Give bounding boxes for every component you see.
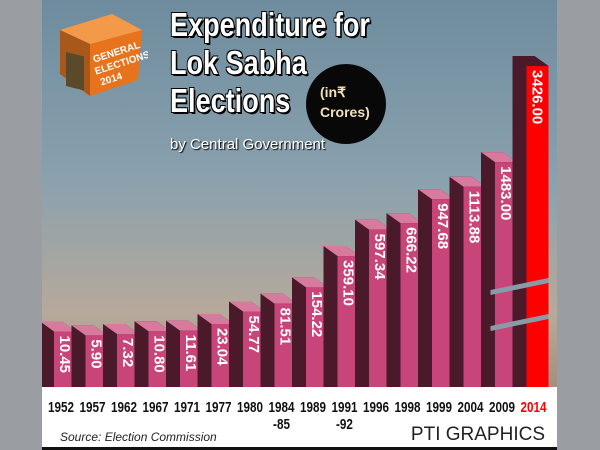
bar-group: 23.04 (197, 313, 234, 387)
unit-badge: (in₹ Crores) (306, 64, 386, 144)
bar-group: 5.90 (71, 325, 108, 387)
x-tick-label: 2014 (520, 399, 546, 416)
bar-value-label: 1483.00 (497, 166, 514, 220)
bar-top (103, 324, 139, 335)
bar-chart: 10.45 5.90 7.32 10.80 11.61 23.04 54.77 81.51 15… (42, 56, 549, 387)
bar (495, 162, 517, 387)
bar-group: 10.45 (42, 321, 76, 387)
infographic: 10.45 5.90 7.32 10.80 11.61 23.04 54.77 81.51 15… (42, 0, 557, 450)
x-tick-label: 1998 (394, 399, 420, 416)
bar-group: 154.22 (292, 277, 328, 387)
bar-top (71, 325, 108, 336)
bar-top (481, 152, 517, 163)
bar (211, 323, 234, 387)
bar (85, 335, 108, 387)
x-tick-label: 1991 (331, 399, 357, 416)
bottom-rule (42, 447, 557, 450)
bar-top (134, 321, 171, 332)
bar (117, 334, 139, 387)
bar (337, 256, 360, 387)
bar-group: 54.77 (229, 301, 265, 387)
bar-value-label: 947.68 (434, 203, 451, 249)
bar-group: 3426.00 (490, 56, 549, 387)
bar-value-label: 5.90 (88, 339, 105, 368)
bar-value-label: 81.51 (277, 308, 294, 346)
bar-top (229, 301, 265, 312)
bar-group: 1113.88 (449, 176, 486, 387)
bar-top (386, 213, 423, 224)
bar (463, 186, 486, 387)
bar-top (418, 189, 454, 200)
bar-top (166, 320, 202, 331)
bar-top (260, 293, 297, 304)
bar-group: 11.61 (166, 320, 202, 387)
bar-top (42, 321, 76, 332)
bar-value-label: 597.34 (371, 234, 388, 281)
bar-group: 7.32 (103, 324, 139, 387)
bar (432, 199, 454, 387)
x-tick-label: 1980 (237, 399, 263, 416)
axis-break-mark (490, 314, 549, 332)
chart-subtitle: by Central Government (170, 136, 326, 153)
x-tick-label: 1984 (268, 399, 294, 416)
bar (369, 229, 391, 387)
bar (54, 331, 76, 387)
bar-top (197, 313, 234, 324)
bar-group: 666.22 (386, 213, 423, 387)
bar-top (355, 219, 391, 230)
x-tick-label: -92 (336, 416, 353, 433)
bar (148, 331, 171, 387)
credit: PTI GRAPHICS (406, 424, 549, 446)
x-tick-label: 2009 (489, 399, 515, 416)
bar (306, 287, 328, 387)
unit-line-2: Crores) (320, 104, 370, 120)
bar-top (512, 56, 549, 67)
title-line-1: Expenditure for (170, 6, 370, 43)
bar-group: 947.68 (418, 189, 454, 387)
x-tick-label: 1999 (426, 399, 452, 416)
x-tick-label: 1962 (111, 399, 137, 416)
bar (526, 66, 549, 387)
chart-title: Expenditure for Lok Sabha Elections (170, 6, 370, 120)
bar (400, 223, 423, 387)
bar-value-label: 10.80 (151, 335, 168, 373)
bar-value-label: 666.22 (403, 227, 420, 273)
bar-value-label: 7.32 (119, 338, 136, 367)
x-tick-label: 1957 (79, 399, 105, 416)
x-axis-labels: 1952 1957 1962 1967 1971 1977 1980 1984-85 1989 1… (48, 399, 547, 433)
bar-value-label: 11.61 (182, 335, 199, 372)
x-tick-label: 2004 (457, 399, 483, 416)
title-line-3: Elections (170, 82, 291, 119)
bar-value-label: 3426.00 (529, 70, 546, 124)
bar-group: 359.10 (323, 246, 360, 387)
bar-value-label: 23.04 (214, 328, 231, 366)
bar-top (292, 277, 328, 288)
bar (243, 311, 265, 387)
bar-group: 597.34 (355, 219, 391, 387)
bar (274, 303, 297, 387)
general-elections-logo: GENERAL ELECTIONS 2014 (60, 14, 148, 96)
source-note: Source: Election Commission (60, 430, 217, 444)
x-tick-label: 1952 (48, 399, 74, 416)
bar-value-label: 10.45 (56, 335, 73, 373)
bar-value-label: 1113.88 (466, 191, 483, 244)
bar-value-label: 154.22 (308, 291, 325, 337)
title-line-2: Lok Sabha (170, 44, 307, 81)
bar-top (449, 176, 486, 187)
x-tick-label: 1996 (363, 399, 389, 416)
bar-group: 10.80 (134, 321, 171, 387)
x-tick-label: 1971 (174, 399, 200, 416)
axis-break-mark (490, 278, 549, 296)
x-tick-label: 1977 (205, 399, 231, 416)
unit-line-1: (in₹ (320, 84, 347, 100)
bar-value-label: 54.77 (245, 315, 262, 353)
x-tick-label: 1989 (300, 399, 326, 416)
bar-value-label: 359.10 (340, 260, 357, 306)
bar (180, 330, 202, 387)
bar-group: 1483.00 (481, 152, 517, 387)
x-tick-label: 1967 (142, 399, 168, 416)
bar-group: 81.51 (260, 293, 297, 387)
x-tick-label: -85 (273, 416, 290, 433)
bar-top (323, 246, 360, 257)
